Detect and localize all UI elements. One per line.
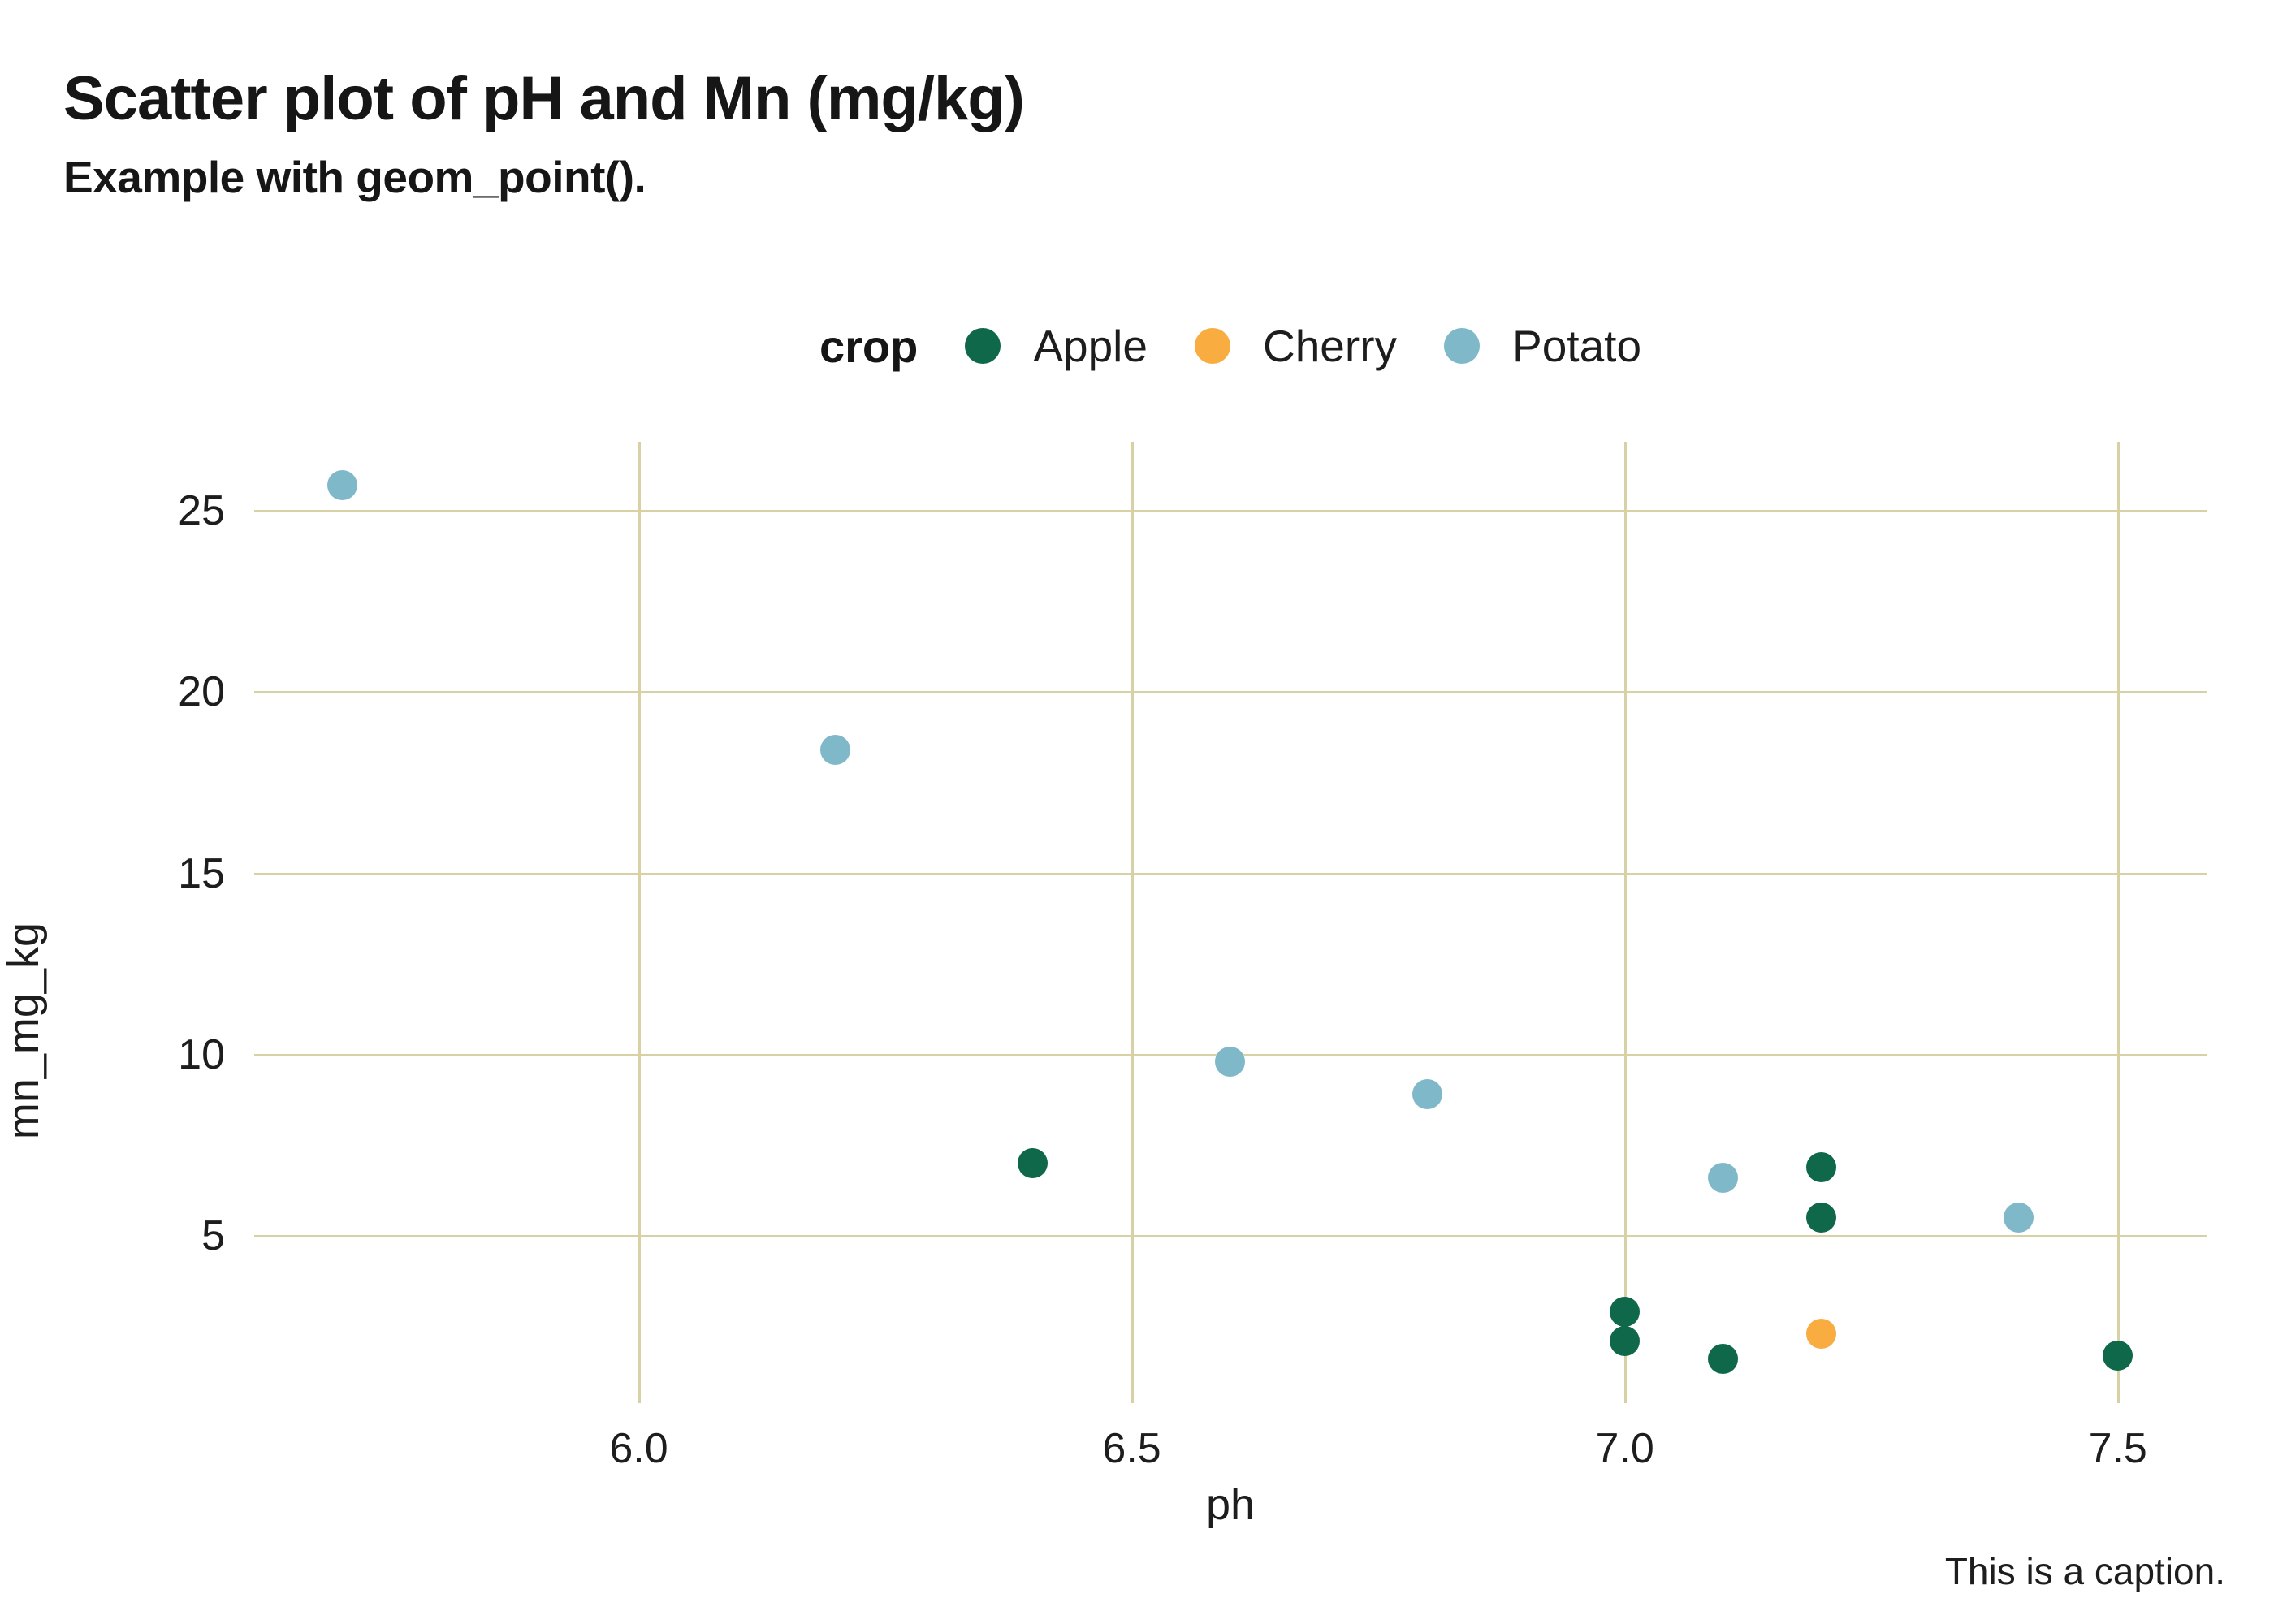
x-tick-label: 7.0 xyxy=(1595,1425,1654,1472)
legend-item-label: Apple xyxy=(1033,321,1148,371)
potato-swatch-icon xyxy=(1444,328,1481,364)
y-tick-label: 10 xyxy=(178,1031,225,1079)
y-tick-label: 25 xyxy=(178,486,225,534)
chart-title: Scatter plot of pH and Mn (mg/kg) xyxy=(63,64,1025,133)
x-gridline xyxy=(638,442,641,1403)
y-gridline xyxy=(254,509,2207,512)
legend-item-cherry: Cherry xyxy=(1194,320,1398,372)
legend-item-apple: Apple xyxy=(965,320,1148,372)
apple-swatch-icon xyxy=(965,328,1001,364)
x-tick-label: 6.5 xyxy=(1102,1425,1161,1472)
legend-item-label: Potato xyxy=(1512,321,1642,371)
cherry-swatch-icon xyxy=(1194,328,1230,364)
x-gridline xyxy=(2116,442,2120,1403)
chart-caption: This is a caption. xyxy=(1944,1550,2225,1592)
data-point-potato xyxy=(1708,1162,1739,1193)
y-gridline xyxy=(254,872,2207,875)
x-axis-title: ph xyxy=(1205,1480,1256,1529)
x-tick-label: 7.5 xyxy=(2088,1425,2147,1472)
data-point-apple xyxy=(1609,1297,1640,1328)
data-point-apple xyxy=(1806,1203,1837,1233)
data-point-potato xyxy=(327,469,358,500)
data-point-potato xyxy=(1412,1079,1442,1110)
legend: crop Apple Cherry Potato xyxy=(254,313,2207,378)
data-point-apple xyxy=(1806,1151,1837,1182)
data-point-apple xyxy=(2102,1340,2133,1371)
x-gridline xyxy=(1623,442,1627,1403)
data-point-cherry xyxy=(1806,1319,1837,1350)
data-point-apple xyxy=(1018,1148,1048,1179)
y-tick-label: 5 xyxy=(201,1212,225,1260)
plot-panel: 5 10 15 20 25 6.0 6.5 7.0 7.5 xyxy=(178,442,2207,1470)
legend-item-label: Cherry xyxy=(1262,321,1398,371)
legend-item-potato: Potato xyxy=(1444,320,1641,372)
data-point-potato xyxy=(1215,1047,1245,1077)
y-tick-label: 20 xyxy=(178,668,225,716)
y-gridline xyxy=(254,691,2207,694)
legend-title: crop xyxy=(819,320,919,372)
data-point-potato xyxy=(2004,1203,2034,1233)
data-point-potato xyxy=(820,734,851,765)
x-tick-label: 6.0 xyxy=(609,1425,668,1472)
x-gridline xyxy=(1131,442,1134,1403)
y-gridline xyxy=(254,1235,2207,1238)
data-point-apple xyxy=(1708,1344,1739,1375)
data-point-apple xyxy=(1609,1326,1640,1357)
y-tick-label: 15 xyxy=(178,849,225,897)
chart-subtitle: Example with geom_point(). xyxy=(63,152,646,202)
